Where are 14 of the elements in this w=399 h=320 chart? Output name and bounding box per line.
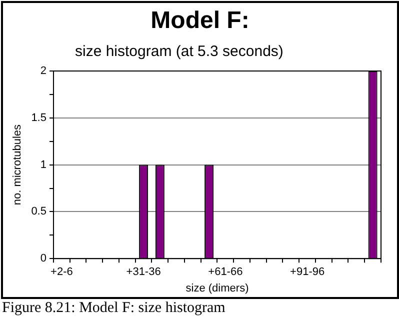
x-tick-label: +2-6 bbox=[50, 266, 73, 278]
x-tick-label: +61-66 bbox=[208, 266, 243, 278]
caption: Figure 8.21: Model F: size histogram bbox=[2, 300, 226, 317]
y-tick-label: 0.5 bbox=[31, 206, 46, 218]
y-tick-label: 1.5 bbox=[31, 112, 46, 124]
y-tick-label: 0 bbox=[40, 252, 46, 265]
y-tick-label: 2 bbox=[40, 65, 46, 78]
x-tick-label: +31-36 bbox=[126, 266, 161, 278]
x-axis-title: size (dimers) bbox=[186, 282, 249, 294]
chart-title: Model F: bbox=[150, 7, 250, 35]
chart-subtitle: size histogram (at 5.3 seconds) bbox=[75, 43, 284, 60]
y-axis-title: no. microtubules bbox=[12, 124, 24, 206]
y-tick-label: 1 bbox=[40, 158, 46, 171]
x-tick-label: +91-96 bbox=[290, 266, 325, 278]
